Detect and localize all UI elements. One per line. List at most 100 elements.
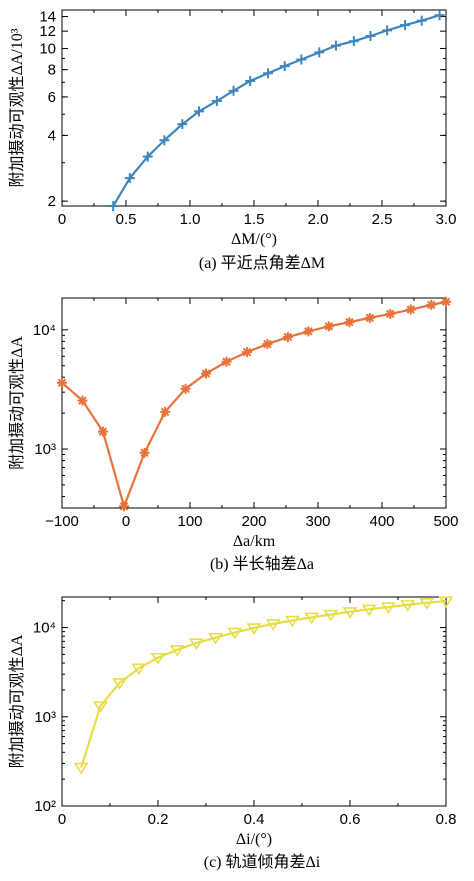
data-point <box>112 678 128 690</box>
x-tick-label: 0 <box>58 811 66 828</box>
panel-caption: (c) 轨道倾角差Δi <box>204 853 321 871</box>
data-point <box>180 383 191 394</box>
data-point <box>380 602 396 614</box>
data-point <box>361 604 377 617</box>
data-point <box>296 54 307 65</box>
data-point <box>400 20 411 31</box>
data-point <box>131 663 147 676</box>
x-tick-label: 2.5 <box>372 211 393 228</box>
y-axis-label: 附加摄动可观性ΔA <box>8 336 26 470</box>
y-tick-label: 12 <box>39 23 56 40</box>
y-tick-label: 10 <box>39 40 56 57</box>
y-axis-label: 附加摄动可观性ΔA/10³ <box>8 28 26 187</box>
data-point <box>330 40 341 51</box>
data-point <box>73 762 89 775</box>
data-point <box>150 652 166 665</box>
data-point <box>211 95 222 106</box>
data-point <box>342 607 358 619</box>
x-tick-label: 500 <box>433 513 458 530</box>
data-point <box>348 36 359 47</box>
x-tick-label: 0 <box>58 211 66 228</box>
x-tick-label: 1.5 <box>244 211 265 228</box>
panel-caption: (b) 半长轴差Δa <box>210 555 314 573</box>
data-point <box>119 501 130 512</box>
chart-panel-b: −100 0 100 200 300 400 500 10³ 10⁴ 附加摄动可观性ΔA Δa/km… <box>8 296 459 573</box>
data-point <box>77 395 88 406</box>
y-axis: 10² 10³ 10⁴ <box>33 600 446 815</box>
panel-caption: (a) 平近点角差ΔM <box>199 254 325 272</box>
x-tick-label: 300 <box>305 513 330 530</box>
data-point <box>57 377 67 388</box>
data-point <box>246 623 262 635</box>
y-tick-label: 4 <box>48 127 56 144</box>
x-tick-label: 0 <box>122 513 130 530</box>
x-tick-label: 3.0 <box>436 211 457 228</box>
x-tick-label: −100 <box>45 513 79 530</box>
data-point <box>282 332 293 343</box>
data-point <box>169 644 185 657</box>
data-point <box>416 15 427 26</box>
x-tick-label: 0.6 <box>340 811 361 828</box>
data-point <box>323 609 339 622</box>
data-point <box>365 31 376 42</box>
x-tick-label: 0.2 <box>148 811 169 828</box>
x-tick-label: 100 <box>177 513 202 530</box>
data-point <box>441 296 451 307</box>
data-point <box>434 10 445 21</box>
series-line <box>61 300 447 508</box>
data-point <box>284 615 300 628</box>
data-point <box>263 68 274 79</box>
data-point <box>245 75 256 86</box>
data-point <box>265 619 281 631</box>
series-markers <box>108 10 445 211</box>
y-tick-label: 2 <box>48 193 56 210</box>
x-axis-label: Δi/(°) <box>236 831 272 848</box>
plot-frame <box>61 297 447 509</box>
data-point <box>344 317 355 328</box>
data-point <box>201 368 211 379</box>
x-tick-label: 2.0 <box>308 211 329 228</box>
data-point <box>400 600 416 612</box>
data-point <box>124 173 135 184</box>
y-tick-label: 10² <box>34 798 56 815</box>
data-point <box>323 321 334 332</box>
x-tick-label: 0.4 <box>244 811 265 828</box>
data-point <box>426 299 437 310</box>
data-point <box>221 356 232 367</box>
data-point <box>92 701 108 713</box>
y-tick-label: 10³ <box>34 709 56 726</box>
x-axis: −100 0 100 200 300 400 500 <box>45 298 459 530</box>
x-axis: 0 0.5 1.0 1.5 2.0 2.5 3.0 <box>58 10 457 228</box>
x-tick-label: 1.0 <box>180 211 201 228</box>
data-point <box>241 347 252 358</box>
data-point <box>304 612 320 625</box>
data-point <box>279 61 290 72</box>
x-tick-label: 0.8 <box>436 811 457 828</box>
data-point <box>262 339 273 350</box>
data-point <box>160 406 171 417</box>
data-point <box>228 85 239 96</box>
data-point <box>159 135 170 146</box>
x-tick-label: 400 <box>369 513 394 530</box>
x-axis-label: Δa/km <box>233 533 276 550</box>
y-tick-label: 8 <box>48 62 56 79</box>
data-point <box>108 201 119 211</box>
data-point <box>227 627 243 640</box>
data-point <box>193 106 204 117</box>
series-markers <box>73 596 454 775</box>
data-point <box>385 308 396 319</box>
data-point <box>139 447 150 458</box>
data-point <box>188 638 204 650</box>
y-tick-label: 10⁴ <box>33 620 56 637</box>
data-point <box>419 597 435 610</box>
y-tick-label: 6 <box>48 89 56 106</box>
data-point <box>303 326 314 337</box>
chart-panel-c: 0 0.2 0.4 0.6 0.8 10² 10³ 10⁴ 附加摄动可观性ΔA Δi/(°) (c)… <box>8 596 457 871</box>
data-point <box>177 119 188 130</box>
y-tick-label: 14 <box>39 9 56 26</box>
data-point <box>364 312 375 323</box>
x-tick-label: 0.5 <box>116 211 137 228</box>
